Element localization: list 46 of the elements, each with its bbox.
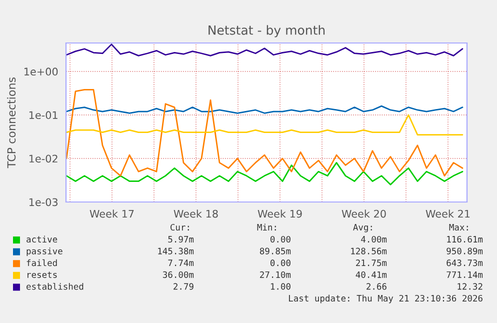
line-series <box>66 89 464 176</box>
text: 36.00m <box>162 271 194 278</box>
text: Last update: Thu May 21 23:10:36 2026 <box>289 294 482 304</box>
text: 2.79 <box>174 283 194 290</box>
legend-label: failed <box>26 259 57 266</box>
text: Cur: <box>170 224 189 231</box>
y-axis-title: TCP connections <box>7 77 16 168</box>
text: 89.85m <box>260 248 291 254</box>
x-tick-label: Week 21 <box>426 210 470 218</box>
text: 0.00 <box>270 236 290 243</box>
text: 27.10m <box>260 271 291 278</box>
text: 950.89m <box>446 248 483 254</box>
text: 40.41m <box>356 271 387 278</box>
text: 5.97m <box>168 236 194 243</box>
y-tick-label: 1e-03 <box>29 198 58 206</box>
legend-label: active <box>26 236 58 243</box>
line-series <box>66 114 464 136</box>
text: Avg: <box>353 224 372 232</box>
line-series <box>66 105 464 114</box>
y-tick-label: 1e-02 <box>29 154 58 163</box>
x-tick-label: Week 20 <box>342 210 386 218</box>
x-tick-label: Week 17 <box>90 210 134 218</box>
text: 7.74m <box>168 260 194 266</box>
text: 12.32 <box>458 283 482 290</box>
text: 128.56m <box>351 248 387 254</box>
text: 145.38m <box>158 248 194 254</box>
x-tick-label: Week 18 <box>174 210 218 218</box>
text: 116.61m <box>447 236 483 243</box>
legend-label: established <box>26 282 84 290</box>
x-tick-label: Week 19 <box>258 210 302 218</box>
legend-label: resets <box>28 272 57 278</box>
chart-title: Netstat - by month <box>208 25 325 38</box>
text: Max: <box>449 224 468 231</box>
text: 21.75m <box>356 260 387 266</box>
line-series <box>66 162 464 186</box>
y-tick-label: 1e+00 <box>24 68 58 76</box>
line-series <box>66 44 464 56</box>
text: 2.66 <box>366 283 386 290</box>
text: 771.14m <box>446 271 483 278</box>
y-tick-label: 1e-01 <box>29 111 58 120</box>
text: Min: <box>257 224 276 230</box>
text: 643.73m <box>446 260 483 266</box>
text: 4.00m <box>361 236 387 243</box>
text: 0.00 <box>270 260 290 266</box>
legend-label: passive <box>26 248 62 256</box>
text: 1.00 <box>270 283 290 290</box>
